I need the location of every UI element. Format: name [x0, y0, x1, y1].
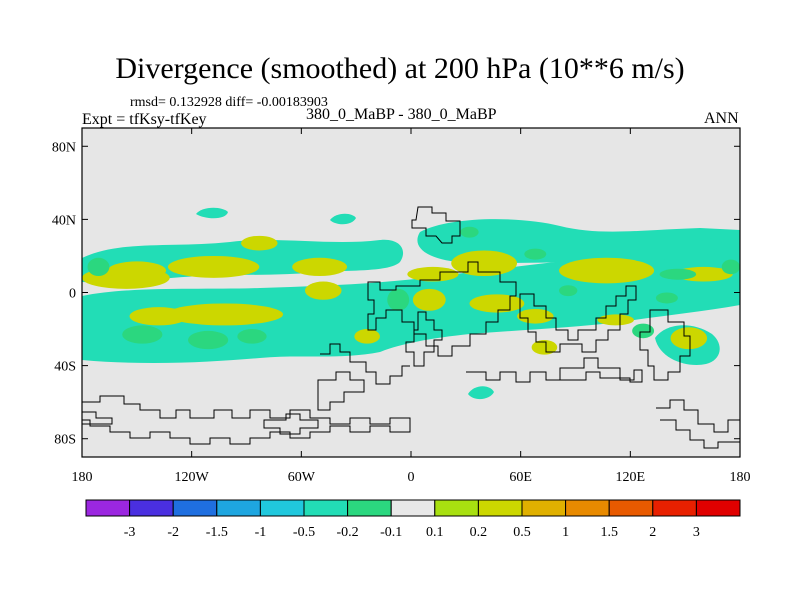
divergence-region [559, 257, 655, 284]
divergence-region [304, 281, 342, 300]
colorbar-label: 1.5 [600, 525, 618, 540]
colorbar-label: 0.1 [426, 525, 444, 540]
colorbar-swatch [216, 499, 261, 517]
divergence-region [354, 329, 380, 344]
divergence-region [659, 268, 697, 280]
divergence-region [292, 257, 348, 277]
colorbar-label: 3 [693, 525, 700, 540]
y-tick-label: 0 [69, 287, 76, 302]
divergence-region [597, 314, 634, 326]
chart-title: Divergence (smoothed) at 200 hPa (10**6 … [115, 52, 685, 85]
y-tick-label: 80N [52, 140, 76, 155]
colorbar-swatch [303, 499, 349, 517]
colorbar-label: -0.1 [380, 525, 402, 540]
colorbar-label: -2 [167, 525, 179, 540]
divergence-region [129, 307, 189, 326]
colorbar-label: -1.5 [206, 525, 228, 540]
divergence-region [524, 248, 547, 260]
divergence-region [122, 325, 163, 344]
colorbar-swatch [434, 499, 479, 517]
divergence-region [721, 259, 740, 275]
divergence-region [559, 285, 578, 297]
colorbar-label: 0.2 [470, 525, 488, 540]
divergence-region [670, 327, 708, 350]
divergence-region [407, 266, 459, 282]
x-tick-label: 60W [288, 470, 316, 485]
colorbar-swatch [347, 499, 392, 517]
divergence-region [107, 261, 167, 280]
divergence-region [531, 340, 558, 355]
divergence-region [87, 257, 110, 277]
colorbar: -3 -2 -1.5 -1 -0.5 -0.2 -0.1 0.1 0.2 0.5 1 1.5 2 3 [85, 499, 741, 540]
divergence-region [166, 303, 284, 326]
experiment-label: Expt = tfKsy-tfKey [82, 111, 207, 128]
divergence-region [167, 255, 260, 278]
divergence-region [655, 292, 678, 304]
case-label: 380_0_MaBP - 380_0_MaBP [306, 106, 497, 123]
colorbar-label: -3 [124, 525, 136, 540]
axes: 180 120W 60W 0 60E 120E 180 80N 40N 0 40S 80S [52, 128, 751, 485]
divergence-region [188, 330, 229, 350]
coastlines [82, 206, 740, 449]
stats-line: rmsd= 0.132928 diff= -0.00183903 [130, 95, 328, 110]
x-tick-label: 120W [175, 470, 210, 485]
season-label: ANN [704, 110, 739, 127]
colorbar-swatch [259, 499, 305, 517]
colorbar-swatch [565, 499, 610, 517]
colorbar-label: 0.5 [513, 525, 531, 540]
x-tick-label: 0 [408, 470, 415, 485]
colorbar-swatch [608, 499, 654, 517]
colorbar-swatch [652, 499, 697, 517]
divergence-region [237, 329, 267, 344]
x-tick-label: 180 [72, 470, 93, 485]
colorbar-swatch [129, 499, 174, 517]
colorbar-label: 2 [649, 525, 656, 540]
x-tick-label: 180 [730, 470, 751, 485]
x-tick-label: 60E [509, 470, 532, 485]
colorbar-swatch [477, 499, 523, 517]
y-tick-label: 40N [52, 213, 76, 228]
colorbar-label: -1 [255, 525, 267, 540]
y-tick-label: 40S [54, 360, 76, 375]
divergence-region [469, 294, 525, 313]
divergence-field [82, 207, 740, 400]
colorbar-label: -0.2 [337, 525, 359, 540]
colorbar-label: 1 [562, 525, 569, 540]
colorbar-swatch [521, 499, 567, 517]
divergence-region [412, 288, 446, 311]
divergence-region [632, 323, 655, 339]
y-tick-label: 80S [54, 433, 76, 448]
divergence-region [517, 308, 554, 324]
colorbar-swatch [172, 499, 218, 517]
colorbar-swatch [85, 499, 131, 517]
x-tick-label: 120E [616, 470, 646, 485]
divergence-region [387, 288, 410, 311]
divergence-region [460, 226, 479, 238]
colorbar-swatch [695, 499, 741, 517]
divergence-region [241, 235, 278, 251]
colorbar-swatch [390, 499, 436, 517]
colorbar-label: -0.5 [293, 525, 315, 540]
